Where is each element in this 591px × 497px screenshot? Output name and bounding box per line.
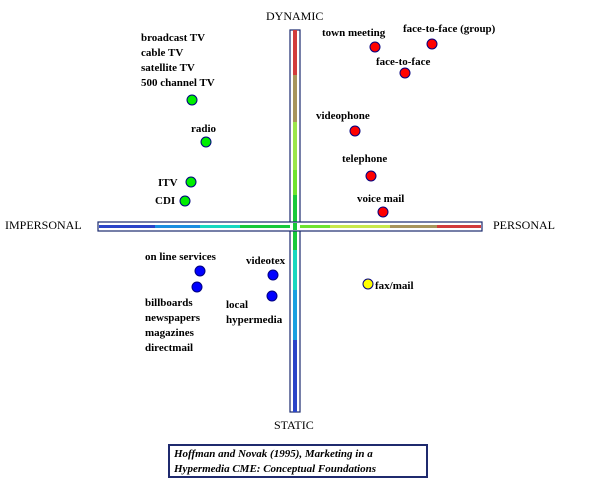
label-line: face-to-face (group) <box>403 23 496 35</box>
axis-horizontal-band <box>155 225 200 228</box>
label-print: billboards newspapers magazines directmail <box>145 296 200 356</box>
citation-box: Hoffman and Novak (1995), Marketing in a… <box>168 444 428 478</box>
label-line: magazines <box>145 327 194 339</box>
label-radio: radio <box>191 122 216 137</box>
label-line: telephone <box>342 153 388 165</box>
point-face-to-face-group <box>426 38 438 50</box>
axis-vertical-band <box>293 290 297 340</box>
label-line: voice mail <box>357 193 405 205</box>
axis-horizontal-band <box>300 225 330 228</box>
label-cdi: CDI <box>155 194 175 209</box>
label-line: local <box>226 299 248 311</box>
label-line: ITV <box>158 177 178 189</box>
axis-horizontal-band <box>390 225 437 228</box>
label-line: town meeting <box>322 27 386 39</box>
label-videophone: videophone <box>316 109 370 124</box>
axis-vertical-band <box>293 250 297 290</box>
axis-vertical-band <box>293 122 297 170</box>
point-print <box>191 281 203 293</box>
point-broadcast <box>186 94 198 106</box>
label-face-to-face: face-to-face <box>376 55 430 70</box>
point-telephone <box>365 170 377 182</box>
axis-horizontal-band <box>330 225 390 228</box>
label-line: cable TV <box>141 47 184 59</box>
label-line: directmail <box>145 342 194 354</box>
point-voice-mail <box>377 206 389 218</box>
axis-horizontal-band <box>99 225 155 228</box>
label-voice-mail: voice mail <box>357 192 404 207</box>
label-line: 500 channel TV <box>141 77 215 89</box>
label-telephone: telephone <box>342 152 387 167</box>
axis-horizontal-band <box>240 225 290 228</box>
label-line: CDI <box>155 195 176 207</box>
axis-vertical-band <box>293 340 297 412</box>
label-local-hypermedia: local hypermedia <box>226 298 282 328</box>
axis-horizontal-band <box>437 225 481 228</box>
axis-label-impersonal: IMPERSONAL <box>5 218 82 232</box>
point-local-hypermedia <box>266 290 278 302</box>
label-videotex: videotex <box>246 254 285 269</box>
point-videophone <box>349 125 361 137</box>
label-line: hypermedia <box>226 314 283 326</box>
label-line: fax/mail <box>375 280 414 292</box>
label-line: radio <box>191 123 217 135</box>
point-online-services <box>194 265 206 277</box>
label-line: satellite TV <box>141 62 195 74</box>
axis-label-dynamic: DYNAMIC <box>266 9 324 23</box>
axis-crossing <box>293 223 297 230</box>
label-line: videophone <box>316 110 370 122</box>
point-cdi <box>179 195 191 207</box>
axis-vertical-band <box>293 75 297 122</box>
label-face-to-face-group: face-to-face (group) <box>403 22 495 37</box>
point-fax-mail <box>362 278 374 290</box>
label-line: broadcast TV <box>141 32 206 44</box>
point-town-meeting <box>369 41 381 53</box>
label-line: face-to-face <box>376 56 431 68</box>
label-online-services: on line services <box>145 250 216 265</box>
label-broadcast: broadcast TV cable TV satellite TV 500 chan… <box>141 31 215 91</box>
citation-line-2: Hypermedia CME: Conceptual Foundations <box>174 463 376 475</box>
axis-label-personal: PERSONAL <box>493 218 556 232</box>
axis-label-static: STATIC <box>274 418 314 432</box>
label-fax-mail: fax/mail <box>375 279 414 294</box>
label-line: on line services <box>145 251 216 263</box>
label-line: billboards <box>145 297 193 309</box>
label-line: newspapers <box>145 312 201 324</box>
label-town-meeting: town meeting <box>322 26 385 41</box>
axis-vertical-band <box>293 170 297 195</box>
point-itv <box>185 176 197 188</box>
citation-line-1: Hoffman and Novak (1995), Marketing in a <box>174 448 373 460</box>
point-face-to-face <box>399 67 411 79</box>
point-radio <box>200 136 212 148</box>
axis-horizontal-band <box>200 225 240 228</box>
axis-vertical-band <box>293 30 297 75</box>
point-videotex <box>267 269 279 281</box>
label-itv: ITV <box>158 176 178 191</box>
label-line: videotex <box>246 255 286 267</box>
